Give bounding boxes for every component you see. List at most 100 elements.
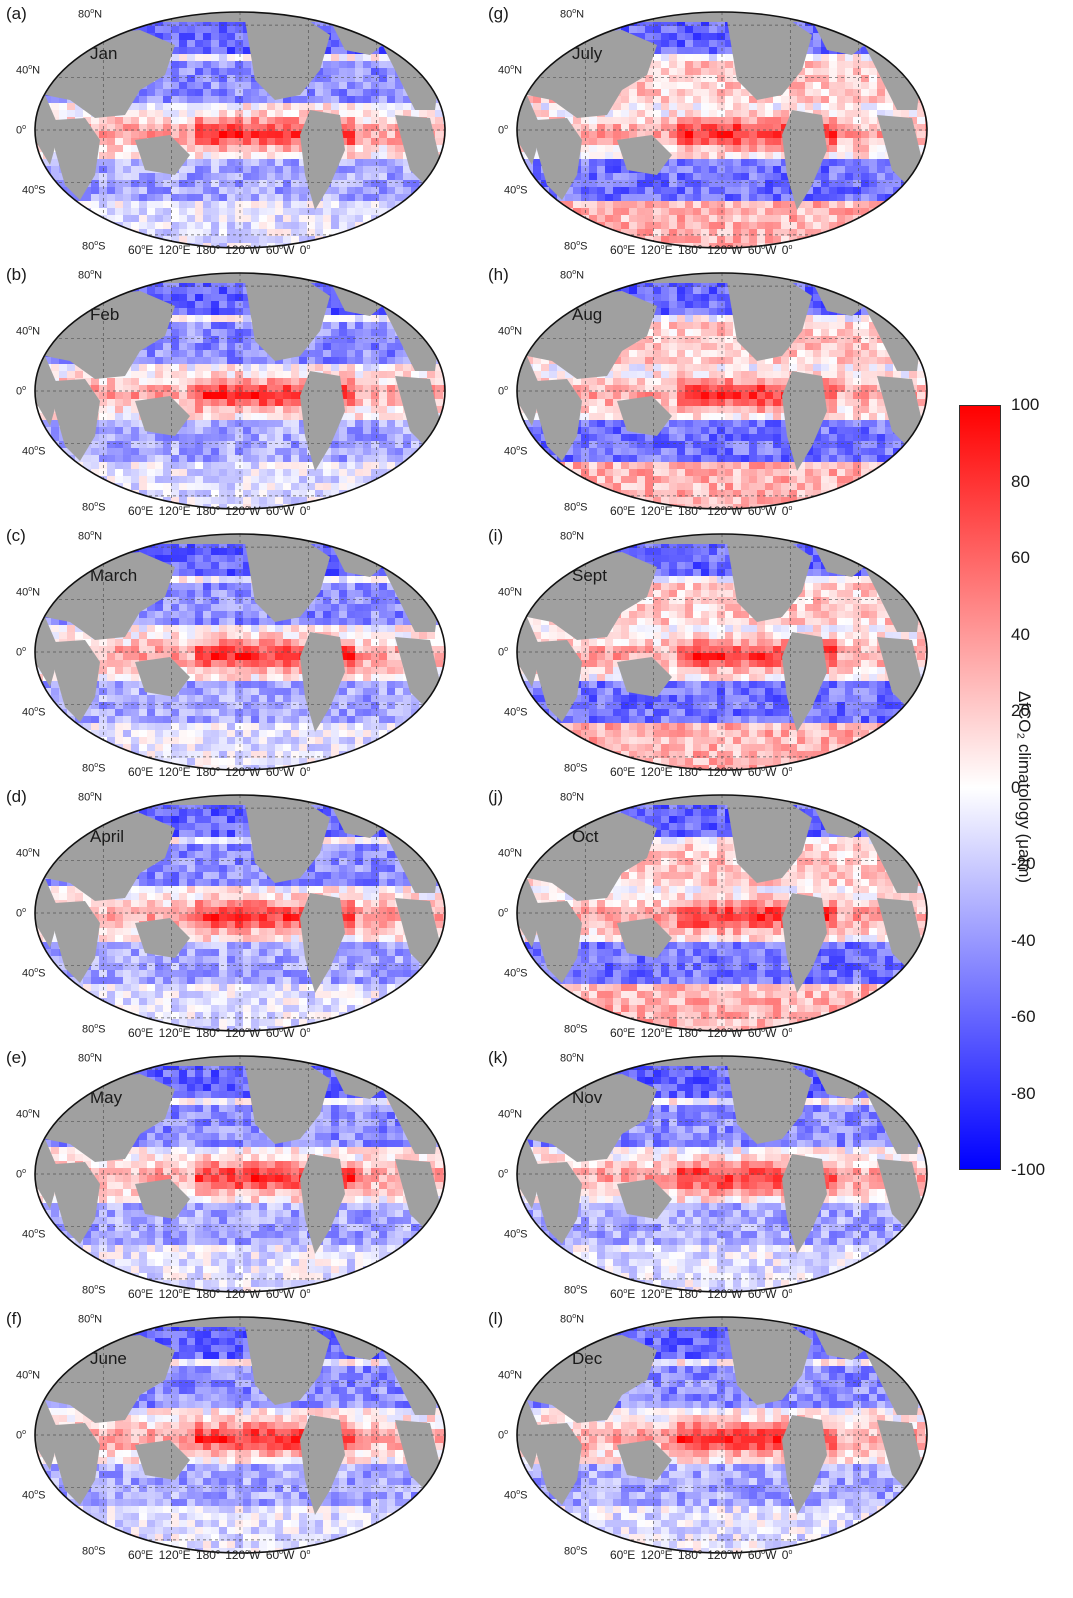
panel-month: Sept: [572, 566, 607, 586]
map-panel-aug: (h) Aug 80oN 40oN 0o 40oS 80oS 60oE 120oE 180o …: [482, 261, 952, 523]
map-outline: [34, 794, 446, 1032]
longitude-labels: 60oE 120oE 180o 120oW 60oW 0o: [128, 243, 310, 257]
panel-letter: (d): [6, 787, 27, 807]
longitude-label: 60oE: [610, 1026, 635, 1040]
longitude-label: 60oW: [266, 243, 295, 257]
longitude-label: 120oE: [641, 504, 673, 518]
longitude-label: 120oE: [159, 1026, 191, 1040]
latitude-label: 80oN: [78, 269, 102, 282]
panel-month: June: [90, 1349, 127, 1369]
latitude-label: 80oN: [560, 530, 584, 543]
latitude-label: 40oS: [22, 184, 46, 197]
latitude-label: 40oN: [16, 847, 40, 860]
latitude-label: 40oS: [22, 706, 46, 719]
latitude-label: 80oS: [82, 1284, 106, 1297]
longitude-label: 0o: [300, 504, 311, 518]
panel-letter: (f): [6, 1309, 22, 1329]
longitude-label: 60oW: [748, 504, 777, 518]
longitude-labels: 60oE 120oE 180o 120oW 60oW 0o: [610, 1287, 792, 1301]
map-panel-nov: (k) Nov 80oN 40oN 0o 40oS 80oS 60oE 120oE 180o …: [482, 1044, 952, 1306]
latitude-label: 0o: [16, 1429, 26, 1442]
colorbar-tick: -100: [1011, 1160, 1045, 1180]
map-panel-dec: (l) Dec 80oN 40oN 0o 40oS 80oS 60oE 120oE 180o …: [482, 1305, 952, 1567]
panel-letter: (h): [488, 265, 509, 285]
map-graphic: [516, 1316, 928, 1554]
map-panel-oct: (j) Oct 80oN 40oN 0o 40oS 80oS 60oE 120oE 180o …: [482, 783, 952, 1045]
panel-month: April: [90, 827, 124, 847]
latitude-label: 80oN: [78, 8, 102, 21]
longitude-label: 120oE: [159, 504, 191, 518]
map-panel-july: (g) July 80oN 40oN 0o 40oS 80oS 60oE 120oE 180o…: [482, 0, 952, 262]
longitude-label: 120oW: [707, 504, 742, 518]
map-graphic: [34, 1055, 446, 1293]
map-outline: [516, 272, 928, 510]
latitude-label: 40oS: [22, 445, 46, 458]
latitude-label: 80oS: [82, 1023, 106, 1036]
map-outline: [516, 1055, 928, 1293]
longitude-label: 60oW: [748, 1287, 777, 1301]
longitude-label: 180o: [196, 1548, 220, 1562]
longitude-label: 60oW: [266, 1026, 295, 1040]
map-outline: [34, 1316, 446, 1554]
longitude-label: 0o: [782, 1026, 793, 1040]
latitude-label: 80oN: [78, 1052, 102, 1065]
colorbar-tick: 100: [1011, 395, 1039, 415]
latitude-label: 40oS: [504, 1228, 528, 1241]
longitude-label: 180o: [196, 1287, 220, 1301]
latitude-label: 0o: [16, 1168, 26, 1181]
longitude-label: 120oE: [641, 1548, 673, 1562]
panel-month: Oct: [572, 827, 598, 847]
longitude-label: 60oW: [748, 1548, 777, 1562]
latitude-label: 40oN: [498, 847, 522, 860]
longitude-labels: 60oE 120oE 180o 120oW 60oW 0o: [128, 1026, 310, 1040]
map-panel-may: (e) May 80oN 40oN 0o 40oS 80oS 60oE 120oE 180o …: [0, 1044, 470, 1306]
longitude-label: 0o: [300, 1026, 311, 1040]
latitude-label: 80oS: [564, 1023, 588, 1036]
longitude-labels: 60oE 120oE 180o 120oW 60oW 0o: [610, 765, 792, 779]
latitude-label: 80oN: [560, 269, 584, 282]
latitude-label: 40oS: [22, 1489, 46, 1502]
colorbar-tick: 40: [1011, 625, 1030, 645]
longitude-label: 120oE: [159, 1548, 191, 1562]
latitude-label: 80oN: [78, 1313, 102, 1326]
map-panel-march: (c) March 80oN 40oN 0o 40oS 80oS 60oE 120oE 180…: [0, 522, 470, 784]
longitude-label: 180o: [678, 1287, 702, 1301]
longitude-label: 60oW: [748, 1026, 777, 1040]
panel-month: May: [90, 1088, 122, 1108]
longitude-label: 60oE: [128, 765, 153, 779]
longitude-labels: 60oE 120oE 180o 120oW 60oW 0o: [610, 504, 792, 518]
latitude-label: 0o: [498, 385, 508, 398]
panel-letter: (a): [6, 4, 27, 24]
longitude-label: 120oE: [641, 243, 673, 257]
longitude-label: 60oW: [266, 504, 295, 518]
colorbar: [959, 405, 1001, 1170]
longitude-label: 0o: [300, 1287, 311, 1301]
longitude-label: 120oW: [707, 765, 742, 779]
map-panel-april: (d) April 80oN 40oN 0o 40oS 80oS 60oE 120oE 180…: [0, 783, 470, 1045]
longitude-label: 180o: [678, 765, 702, 779]
panel-letter: (b): [6, 265, 27, 285]
latitude-label: 80oN: [560, 8, 584, 21]
longitude-label: 120oE: [641, 1026, 673, 1040]
panel-month: Feb: [90, 305, 119, 325]
panel-letter: (g): [488, 4, 509, 24]
longitude-labels: 60oE 120oE 180o 120oW 60oW 0o: [610, 1548, 792, 1562]
latitude-label: 0o: [498, 124, 508, 137]
latitude-label: 80oS: [564, 501, 588, 514]
latitude-label: 40oN: [498, 325, 522, 338]
map-graphic: [516, 533, 928, 771]
longitude-label: 0o: [782, 243, 793, 257]
longitude-label: 120oW: [225, 1548, 260, 1562]
longitude-labels: 60oE 120oE 180o 120oW 60oW 0o: [610, 1026, 792, 1040]
panel-letter: (k): [488, 1048, 508, 1068]
latitude-label: 40oN: [498, 1108, 522, 1121]
colorbar-tick: 80: [1011, 472, 1030, 492]
longitude-label: 0o: [300, 243, 311, 257]
panel-month: July: [572, 44, 602, 64]
latitude-label: 40oN: [16, 325, 40, 338]
latitude-label: 40oN: [498, 586, 522, 599]
colorbar-tick: 60: [1011, 548, 1030, 568]
latitude-label: 40oS: [22, 967, 46, 980]
latitude-label: 80oS: [564, 762, 588, 775]
map-outline: [34, 1055, 446, 1293]
